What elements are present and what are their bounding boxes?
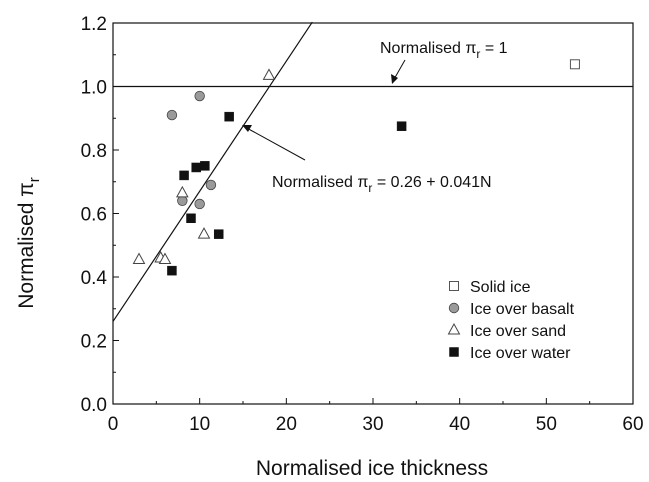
point-ice-over-sand xyxy=(197,227,211,239)
y-tick-label: 0.4 xyxy=(81,268,108,289)
point-ice-over-sand xyxy=(262,68,276,80)
fit-line xyxy=(112,21,313,322)
y-tick-label: 0.0 xyxy=(81,395,107,416)
annotation-unity-text: Normalised πr = 1 xyxy=(380,40,508,61)
legend: Solid ice Ice over basalt Ice over sand Ice… xyxy=(447,279,575,362)
y-tick-label: 0.6 xyxy=(81,205,107,226)
annotation-unity: Normalised πr = 1 xyxy=(380,40,508,84)
point-solid-ice xyxy=(569,59,580,70)
x-tick-label: 10 xyxy=(189,414,210,435)
data-points xyxy=(132,59,580,276)
x-tick-label: 60 xyxy=(622,414,643,435)
annotation-fit: Normalised πr = 0.26 + 0.041N xyxy=(242,125,492,195)
legend-marker-ice-over-basalt xyxy=(448,302,460,314)
point-ice-over-sand xyxy=(132,252,146,265)
point-ice-over-basalt xyxy=(194,90,205,102)
plot-axes: 0 10 20 30 40 50 60 0.0 0.2 0.4 0.6 0.8 1.0 1.2 xyxy=(81,14,644,435)
point-ice-over-water xyxy=(200,161,210,171)
point-ice-over-sand xyxy=(158,252,172,265)
legend-label-ice-over-water: Ice over water xyxy=(470,345,571,362)
x-tick-label: 40 xyxy=(449,414,470,435)
point-ice-over-basalt xyxy=(194,198,205,210)
x-tick-label: 0 xyxy=(108,414,119,435)
y-axis-title: Normalised πr xyxy=(15,177,43,309)
point-ice-over-basalt xyxy=(177,195,188,207)
point-ice-over-water xyxy=(191,162,201,173)
point-ice-over-water xyxy=(213,229,224,239)
y-tick-label: 1.2 xyxy=(81,14,107,35)
y-tick-label: 1.0 xyxy=(81,78,107,99)
point-ice-over-sand xyxy=(175,185,189,198)
x-tick-label: 30 xyxy=(362,414,383,435)
legend-marker-solid-ice xyxy=(449,281,459,291)
legend-marker-ice-over-water xyxy=(449,347,459,357)
annotation-unity-arrowhead xyxy=(391,74,398,84)
x-tick-label: 20 xyxy=(276,414,297,435)
y-tick-label: 0.8 xyxy=(81,141,107,162)
x-tick-label: 50 xyxy=(536,414,557,435)
annotation-fit-text: Normalised πr = 0.26 + 0.041N xyxy=(272,174,492,195)
annotation-fit-arrowhead xyxy=(242,125,252,132)
legend-label-solid-ice: Solid ice xyxy=(470,279,531,296)
legend-marker-ice-over-sand xyxy=(447,322,461,335)
point-ice-over-water xyxy=(167,265,177,276)
point-ice-over-water xyxy=(396,121,407,131)
x-axis-title: Normalised ice thickness xyxy=(256,457,488,480)
point-ice-over-water xyxy=(186,213,196,224)
reference-lines xyxy=(112,21,633,322)
legend-label-ice-over-basalt: Ice over basalt xyxy=(470,301,575,318)
point-ice-over-basalt xyxy=(205,179,217,191)
legend-label-ice-over-sand: Ice over sand xyxy=(470,323,566,340)
point-ice-over-basalt xyxy=(166,109,178,121)
annotation-fit-arrow xyxy=(244,126,306,161)
point-ice-over-water xyxy=(179,170,189,181)
y-axis-title-text: Normalised πr xyxy=(15,177,43,309)
y-tick-label: 0.2 xyxy=(81,332,107,353)
point-ice-over-water xyxy=(224,111,234,122)
